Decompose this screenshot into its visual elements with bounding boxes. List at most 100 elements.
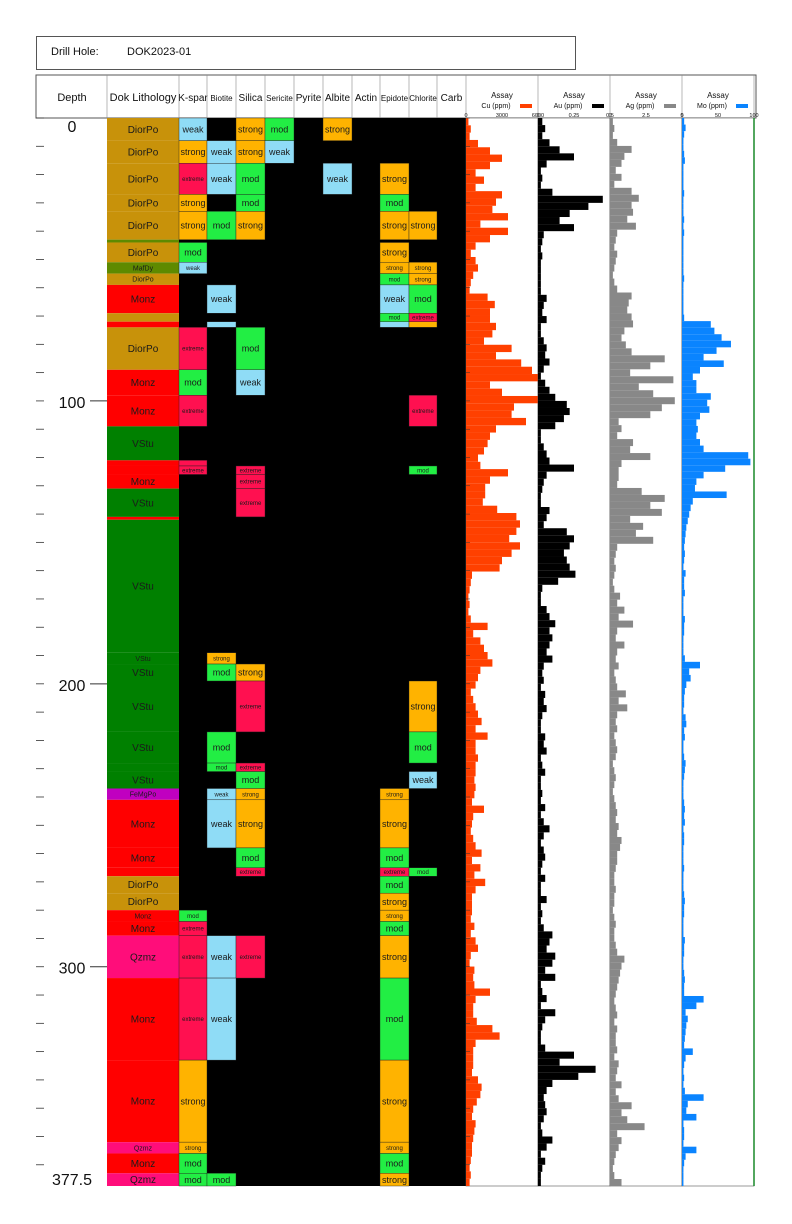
lithology-label: Monz xyxy=(131,378,155,389)
assay-bar xyxy=(466,666,481,674)
drill-hole-label: Drill Hole: xyxy=(51,46,99,58)
lithology-interval xyxy=(107,867,179,877)
assay-bar xyxy=(538,337,544,345)
assay-bar xyxy=(610,1074,616,1082)
assay-bar xyxy=(466,161,490,170)
assay-bar xyxy=(538,464,574,472)
biotite-column-header: Biotite xyxy=(210,94,233,103)
assay-bar xyxy=(610,885,616,893)
lithology-interval xyxy=(107,731,179,764)
assay-bar xyxy=(682,609,684,616)
assay-bar xyxy=(466,739,476,748)
lithology-interval xyxy=(107,763,179,772)
assay-bar xyxy=(682,380,697,387)
assay-bar xyxy=(538,308,543,317)
assay-bar xyxy=(610,201,632,209)
assay-bar xyxy=(682,124,686,132)
alteration-label: extreme xyxy=(182,347,204,353)
assay-bar xyxy=(538,1072,579,1080)
assay-bar xyxy=(538,372,541,380)
assay-bar xyxy=(466,534,510,543)
lithology-label: VStu xyxy=(132,668,154,679)
alteration-label: extreme xyxy=(240,705,262,711)
assay-bar xyxy=(538,591,541,599)
alteration-cell xyxy=(235,680,266,733)
assay-bar xyxy=(538,740,544,748)
albite-column-header: Albite xyxy=(325,93,350,104)
assay-bar xyxy=(538,231,544,239)
assay-bar xyxy=(538,478,544,486)
assay-bar xyxy=(538,563,570,571)
assay-bar xyxy=(466,205,493,214)
lithology-interval xyxy=(107,426,179,461)
assay-bar xyxy=(538,733,546,741)
alteration-label: mod xyxy=(216,765,228,771)
assay-bar xyxy=(682,229,685,236)
assay-bar xyxy=(466,951,471,960)
assay-bar xyxy=(610,690,626,698)
assay-scale-label: 50 xyxy=(715,113,721,119)
assay-unit-2: Ag (ppm) xyxy=(626,103,655,110)
assay-bar xyxy=(538,379,546,387)
assay-bar xyxy=(682,1179,684,1186)
assay-bar xyxy=(610,1144,619,1152)
assay-bar xyxy=(610,913,615,921)
alteration-label: weak xyxy=(210,174,233,184)
assay-bar xyxy=(538,719,541,727)
alteration-label: weak xyxy=(210,819,233,829)
lithology-label: DiorPo xyxy=(128,198,159,209)
alteration-label: mod xyxy=(386,880,404,890)
lithology-label: Monz xyxy=(131,295,155,306)
assay-bar xyxy=(682,707,684,715)
assay-bar xyxy=(466,315,490,323)
assay-bar xyxy=(466,564,500,572)
assay-bar xyxy=(466,608,469,616)
assay-bar xyxy=(538,726,541,734)
assay-bar xyxy=(538,570,576,578)
assay-bar xyxy=(466,981,475,989)
assay-bar xyxy=(610,494,665,502)
assay-bar xyxy=(682,222,684,230)
alteration-cell xyxy=(206,935,237,979)
lithology-label: Monz xyxy=(131,477,155,488)
assay-bar xyxy=(466,1105,474,1113)
assay-bar xyxy=(682,701,685,708)
assay-bar xyxy=(610,620,634,628)
lithology-label: Monz xyxy=(134,913,152,920)
assay-bar xyxy=(538,1108,547,1116)
assay-bar xyxy=(610,187,632,195)
assay-bar xyxy=(466,1149,472,1157)
alteration-cell xyxy=(235,867,266,877)
assay-bar xyxy=(682,688,685,695)
alteration-cell xyxy=(235,211,266,240)
assay-bar xyxy=(682,419,697,426)
lithology-interval xyxy=(107,652,179,665)
assay-bar xyxy=(466,308,490,316)
assay-bar xyxy=(610,578,613,586)
alteration-label: mod xyxy=(184,378,202,388)
assay-bar xyxy=(538,217,560,225)
assay-bar xyxy=(610,774,616,782)
alteration-label: strong xyxy=(382,1096,407,1106)
lithology-interval xyxy=(107,273,179,285)
assay-bar xyxy=(466,725,476,733)
assay-bar xyxy=(466,769,476,777)
assay-bar xyxy=(466,1076,478,1084)
alteration-label: mod xyxy=(213,743,231,753)
assay-bar xyxy=(610,1137,622,1145)
assay-bar xyxy=(538,1086,547,1095)
lithology-label: MafDy xyxy=(133,265,154,272)
alteration-cell xyxy=(235,935,266,979)
assay-bar xyxy=(682,176,684,184)
assay-bar xyxy=(610,760,613,768)
lithology-interval xyxy=(107,771,179,789)
assay-bar xyxy=(610,662,619,670)
assay-bar xyxy=(682,439,700,446)
assay-bar xyxy=(538,1044,546,1052)
assay-bar xyxy=(466,644,484,652)
assay-bar xyxy=(538,690,546,698)
assay-bar xyxy=(682,556,685,564)
assay-bar xyxy=(610,292,632,300)
alteration-label: mod xyxy=(242,775,260,785)
assay-bar xyxy=(466,1047,474,1055)
